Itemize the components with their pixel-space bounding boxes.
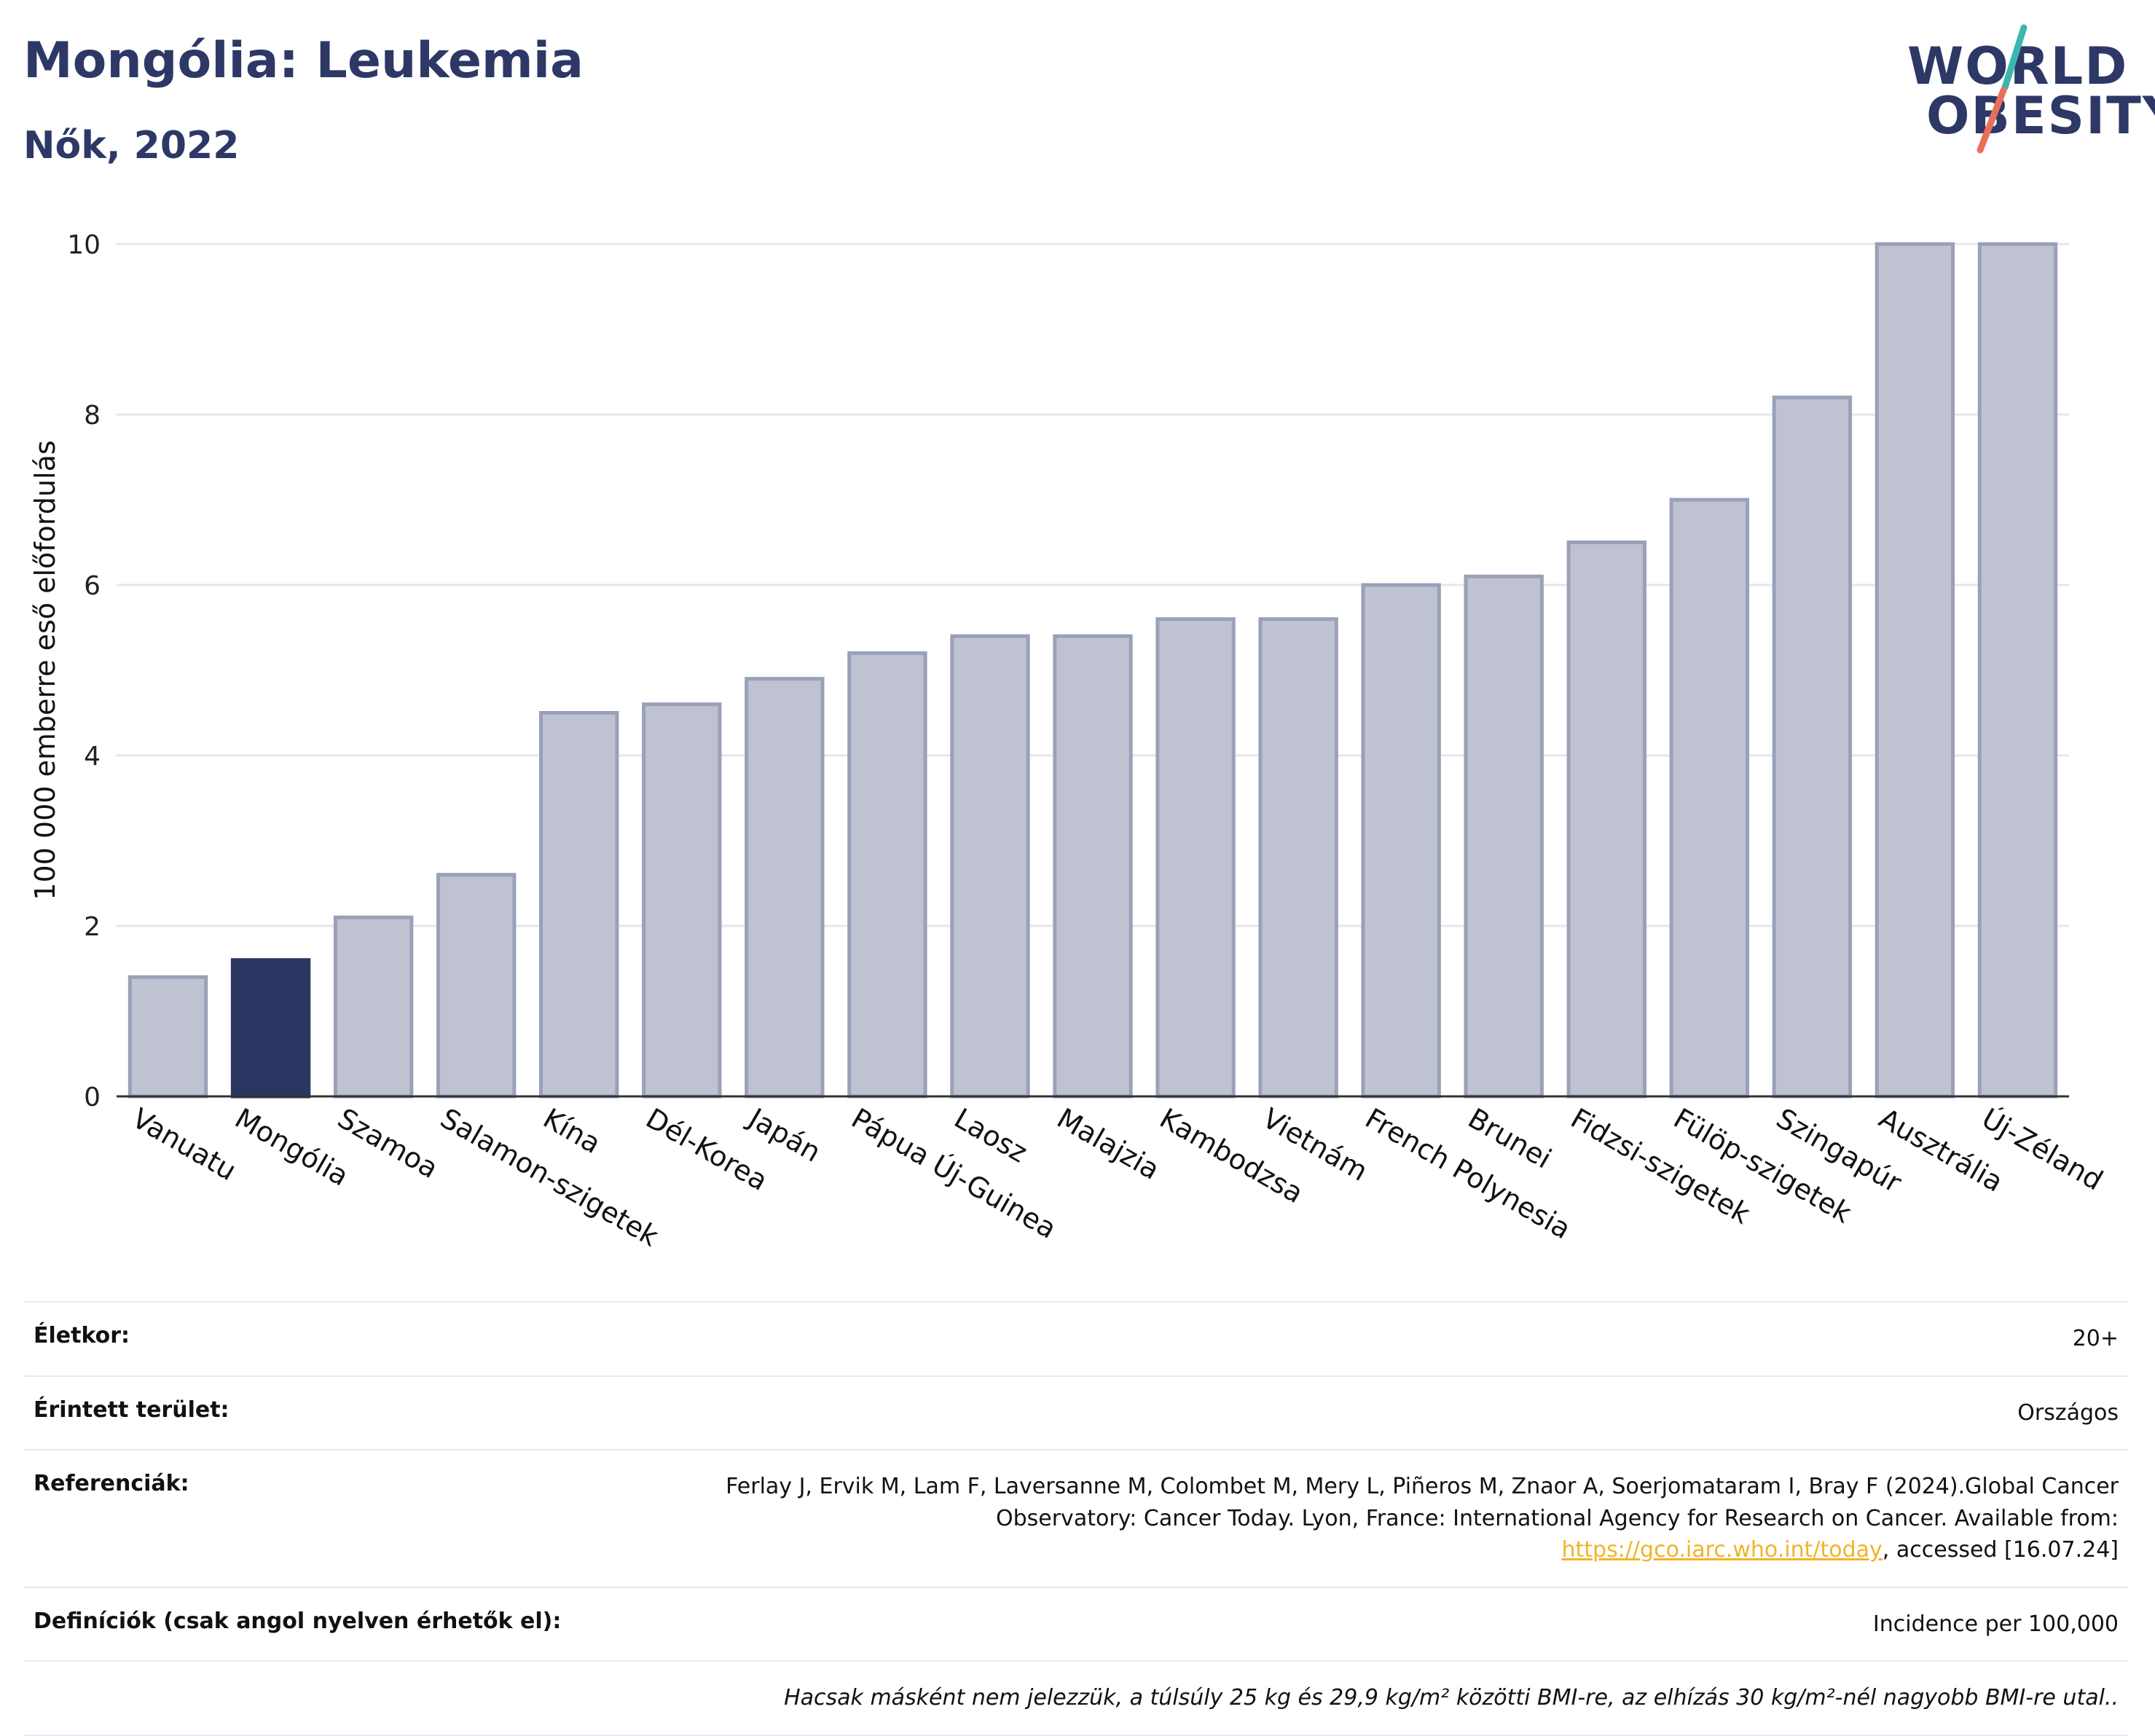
y-tick-label: 6 bbox=[84, 571, 101, 601]
bar-French Polynesia bbox=[1361, 583, 1441, 1099]
area-value: Országos bbox=[2017, 1399, 2119, 1426]
bar-Fidzsi-szigetek bbox=[1566, 541, 1646, 1099]
reference-text: Ferlay J, Ervik M, Lam F, Laversanne M, … bbox=[726, 1474, 2119, 1531]
bar-Salamon-szigetek bbox=[436, 873, 517, 1099]
bar-Mongólia bbox=[230, 958, 311, 1099]
bar-chart: 0 2 4 6 8 10 VanuatuMongóliaSzamoaSalamon-szi… bbox=[29, 230, 2108, 1253]
bar-Kambodzsa bbox=[1155, 617, 1236, 1099]
bar-Szingapúr bbox=[1772, 396, 1853, 1099]
chart-subtitle: Nők, 2022 bbox=[23, 124, 240, 168]
age-value: 20+ bbox=[2072, 1326, 2119, 1351]
bar-Szamoa bbox=[333, 915, 414, 1099]
info-row-definitions: Definíciók (csak angol nyelven érhetők e… bbox=[23, 1586, 2129, 1661]
bar-Vanuatu bbox=[127, 975, 208, 1099]
y-tick-label: 4 bbox=[84, 742, 101, 771]
bar-Vietnám bbox=[1258, 617, 1338, 1099]
x-tick-label: Fülöp-szigetek bbox=[1668, 1102, 1857, 1230]
bar-Kína bbox=[539, 711, 619, 1099]
y-tick-label: 0 bbox=[84, 1083, 101, 1112]
bar-Japán bbox=[745, 677, 825, 1099]
info-row-area: Érintett terület: Országos bbox=[23, 1375, 2129, 1450]
world-obesity-logo: WORLD OBESITY bbox=[1894, 20, 2155, 159]
y-axis-ticks: 0 2 4 6 8 10 bbox=[67, 230, 101, 1112]
definitions-value: Incidence per 100,000 bbox=[1872, 1611, 2119, 1637]
bar-Dél-Korea bbox=[642, 702, 722, 1099]
bar-Ausztrália bbox=[1875, 242, 1955, 1099]
x-tick-label: Malajzia bbox=[1052, 1102, 1166, 1186]
chart-title: Mongólia: Leukemia bbox=[23, 32, 584, 90]
logo-line-obesity: OBESITY bbox=[1926, 86, 2155, 146]
logo-slash-icon bbox=[1977, 24, 2028, 154]
y-tick-label: 2 bbox=[84, 912, 101, 942]
references-label: Referenciák: bbox=[34, 1471, 189, 1496]
bar-Malajzia bbox=[1053, 634, 1133, 1099]
reference-accessed: , accessed [16.07.24] bbox=[1882, 1537, 2119, 1563]
bar-Pápua Új-Guinea bbox=[847, 651, 927, 1099]
definitions-label: Definíciók (csak angol nyelven érhetők e… bbox=[34, 1608, 562, 1634]
info-row-references: Referenciák: Ferlay J, Ervik M, Lam F, L… bbox=[23, 1449, 2129, 1587]
x-tick-label: Vanuatu bbox=[127, 1102, 242, 1187]
info-row-note: Hacsak másként nem jelezzük, a túlsúly 2… bbox=[23, 1660, 2129, 1736]
area-label: Érintett terület: bbox=[34, 1397, 229, 1423]
y-tick-label: 8 bbox=[84, 401, 101, 431]
age-label: Életkor: bbox=[34, 1323, 130, 1348]
bars bbox=[127, 242, 2058, 1099]
x-tick-label: Kína bbox=[538, 1102, 606, 1160]
bar-Új-Zéland bbox=[1977, 242, 2058, 1099]
y-axis-title: 100 000 emberre eső előfordulás bbox=[29, 440, 61, 900]
references-value: Ferlay J, Ervik M, Lam F, Laversanne M, … bbox=[662, 1471, 2119, 1566]
y-tick-label: 10 bbox=[67, 230, 101, 260]
footnote: Hacsak másként nem jelezzük, a túlsúly 2… bbox=[784, 1685, 2119, 1711]
info-table: Életkor: 20+ Érintett terület: Országos … bbox=[23, 1301, 2129, 1736]
bar-Brunei bbox=[1464, 574, 1544, 1099]
info-row-age: Életkor: 20+ bbox=[23, 1301, 2129, 1375]
reference-link[interactable]: https://gco.iarc.who.int/today bbox=[1561, 1537, 1883, 1563]
x-tick-label: Fidzsi-szigetek bbox=[1566, 1102, 1756, 1230]
x-axis-labels: VanuatuMongóliaSzamoaSalamon-szigetekKín… bbox=[127, 1101, 2108, 1253]
bar-Fülöp-szigetek bbox=[1669, 498, 1750, 1099]
x-tick-label: Mongólia bbox=[229, 1102, 354, 1193]
bar-Laosz bbox=[950, 634, 1030, 1099]
